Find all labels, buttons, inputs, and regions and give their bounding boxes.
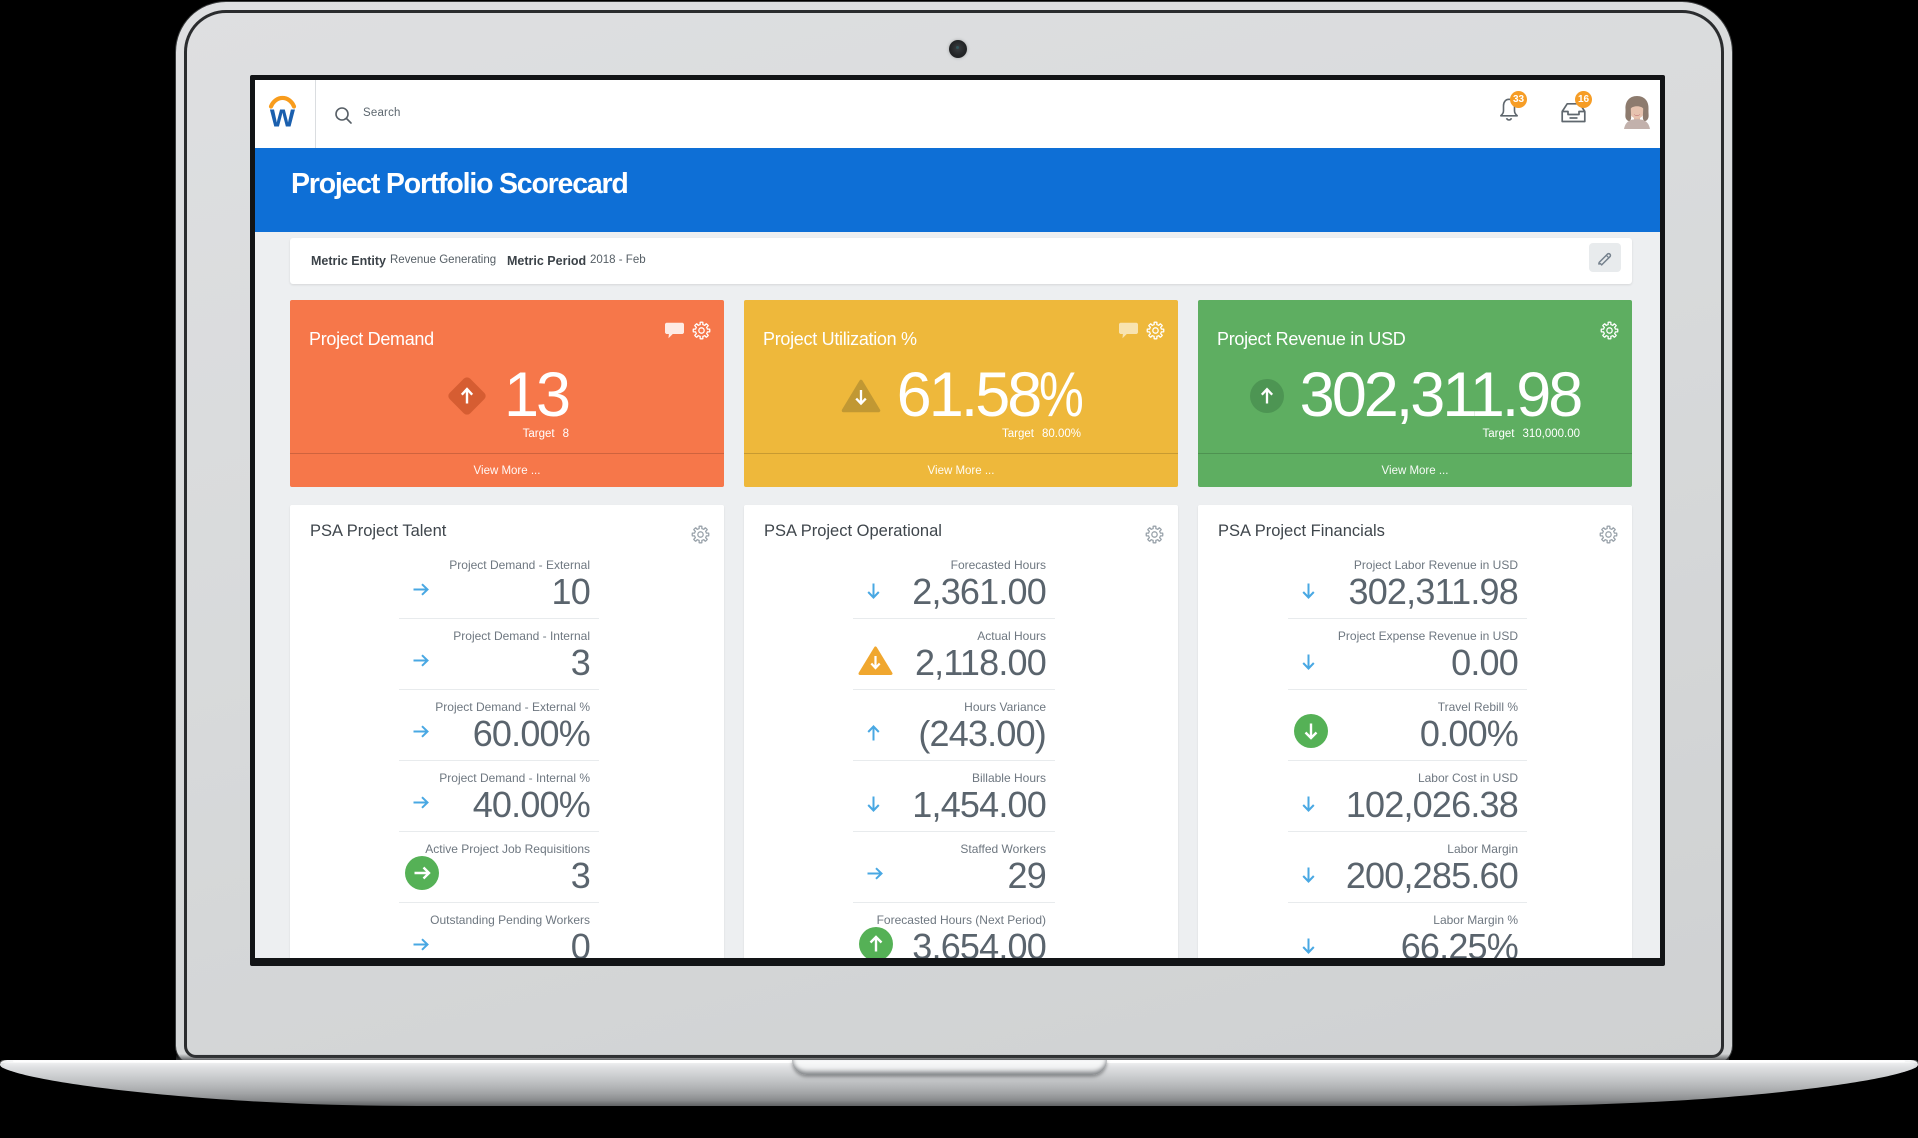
svg-text:w: w (269, 98, 295, 134)
